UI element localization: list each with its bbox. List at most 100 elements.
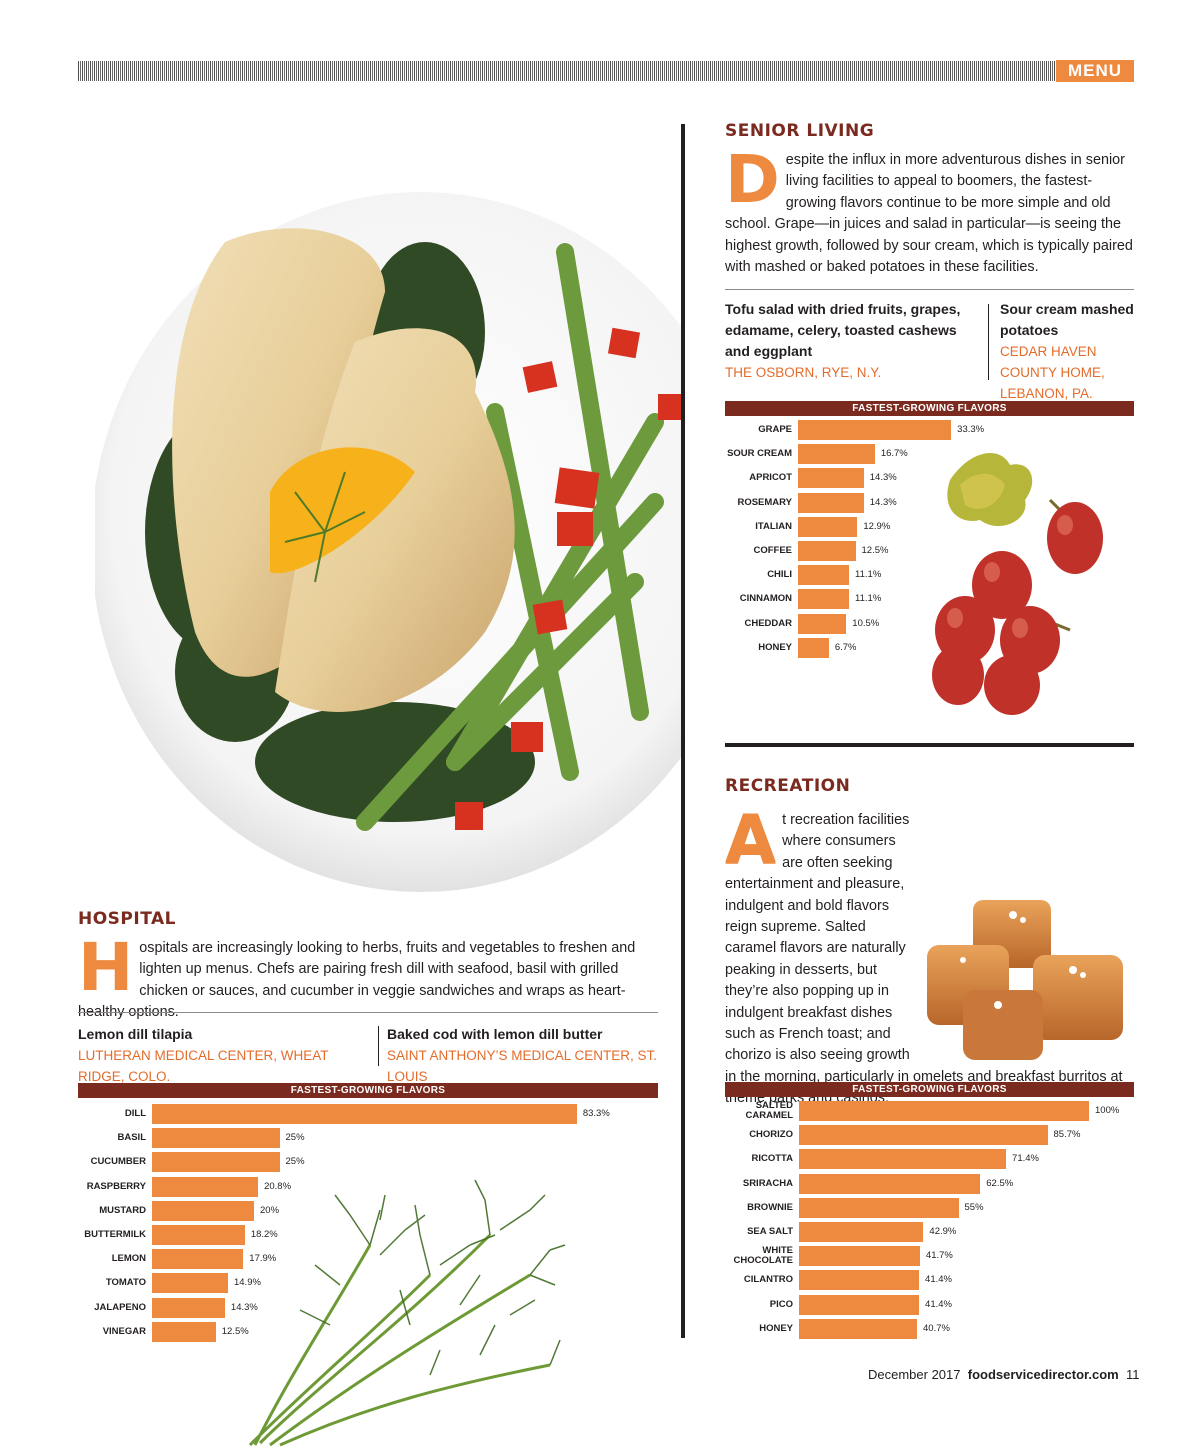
chart-category-label: HONEY [759,1322,793,1334]
header-barcode-rule [78,61,1056,81]
chart-category-label: BUTTERMILK [84,1229,146,1240]
chart-value-label: 16.7% [880,448,908,460]
chart-category-label: MUSTARD [99,1204,146,1216]
chart-value-label: 41.4% [925,1274,952,1286]
chart-category-label: SRIRACHA [742,1177,793,1189]
chart-category-label: VINEGAR [102,1325,146,1337]
page-number: 11 [1125,1367,1140,1382]
hospital-dish-2: Baked cod with lemon dill butter SAINT A… [387,1024,662,1087]
chart-bar [798,420,952,440]
salted-caramel-photo [927,900,1123,1060]
chart-bar [152,1321,216,1342]
senior-dish-2-place: CEDAR HAVEN COUNTY HOME, LEBANON, PA. [1000,344,1105,401]
chart-bar [152,1249,244,1270]
chart-bar [798,637,829,658]
chart-value-label: 40.7% [923,1322,950,1334]
recreation-heading: RECREATION [725,776,851,796]
chart-value-label: 41.7% [925,1250,953,1262]
hospital-dish-separator [378,1026,379,1066]
chart-value-label: 11.1% [855,593,882,605]
chart-category-label: ROSEMARY [737,496,792,508]
chart-bar [799,1318,918,1339]
chart-bar [798,492,864,513]
chart-value-label: 20% [260,1204,280,1216]
chart-value-label: 25% [285,1156,305,1168]
chart-value-label: 17.9% [249,1253,277,1265]
chart-category-label: SOUR CREAM [727,448,792,460]
chart-bar [152,1297,225,1318]
chart-category-label: SEA SALT [747,1226,793,1237]
senior-dish-1-name: Tofu salad with dried fruits, grapes, ed… [725,301,961,359]
chart-category-label: CHILI [767,569,792,581]
senior-living-heading: SENIOR LIVING [725,121,875,141]
chart-value-label: 14.3% [869,496,897,508]
chart-category-label: COFFEE [753,545,792,556]
chart-category-label: BROWNIE [747,1201,793,1213]
chart-category-label: CHEDDAR [744,617,793,629]
chart-category-label: BASIL [117,1132,147,1144]
hospital-dish-1: Lemon dill tilapia LUTHERAN MEDICAL CENT… [78,1024,378,1087]
section-tag: MENU [1056,60,1134,82]
chart-value-label: 41.4% [925,1298,952,1310]
chart-value-label: 25% [285,1132,305,1144]
chart-bar [798,541,856,561]
chart-category-label: JALAPENO [94,1301,146,1313]
chart-category-label: CINNAMON [739,593,792,605]
chart-value-label: 20.8% [264,1180,292,1192]
chart-bar [152,1104,577,1124]
hospital-heading: HOSPITAL [78,909,176,929]
dill-bunch-photo [248,1179,566,1447]
chart-value-label: 62.5% [986,1177,1014,1189]
chart-category-label: HONEY [758,641,792,653]
chart-value-label: 33.3% [957,424,985,435]
chart-value-label: 12.9% [863,520,891,532]
chart-value-label: 12.5% [861,545,889,556]
senior-dish-2-name: Sour cream mashed potatoes [1000,301,1134,338]
recreation-dropcap: A [725,801,777,878]
chart-value-label: 11.1% [855,569,882,581]
chart-category-label: WHITE CHOCOLATE [733,1245,793,1267]
senior-chart-header: FASTEST-GROWING FLAVORS [725,401,1134,416]
site-name: foodservicedirector.com [967,1367,1119,1382]
chart-bar [798,589,850,610]
hospital-flavors-chart: DILL 83.3% BASIL 25% CUCUMBER 25% RASPBERRY 20.… [78,1104,658,1344]
chart-bar [799,1270,920,1291]
hospital-dish-1-place: LUTHERAN MEDICAL CENTER, WHEAT RIDGE, CO… [78,1048,329,1084]
chart-category-label: GRAPE [758,424,792,435]
chart-value-label: 85.7% [1053,1129,1081,1141]
chart-bar [152,1152,280,1173]
chart-bar [799,1101,1089,1121]
senior-dish-1-place: THE OSBORN, RYE, N.Y. [725,365,882,380]
grapes-photo [932,453,1103,715]
recreation-top-rule [725,743,1134,747]
chart-bar [152,1176,259,1197]
chart-bar [798,516,858,537]
chart-value-label: 55% [964,1201,984,1213]
page-footer: December 2017 foodservicedirector.com 11 [868,1367,1139,1382]
chart-value-label: 12.5% [221,1325,249,1337]
chart-bar [798,444,875,465]
hospital-body-text: ospitals are increasingly looking to her… [78,940,636,1021]
chart-bar [799,1294,920,1315]
chart-bar [799,1149,1007,1170]
chart-bar [799,1173,981,1194]
hospital-divider [78,1012,658,1013]
chart-value-label: 18.2% [250,1229,278,1240]
chart-bar [152,1200,254,1221]
senior-dish-separator [988,304,989,380]
recreation-flavors-chart: SALTED CARAMEL 100% CHORIZO 85.7% RICOTTA 71.… [725,1101,1134,1341]
hospital-dropcap: H [78,929,134,1006]
chart-value-label: 71.4% [1012,1153,1039,1165]
hospital-dish-2-place: SAINT ANTHONY’S MEDICAL CENTER, ST. LOUI… [387,1048,658,1084]
column-divider [681,124,685,1338]
senior-body-text: espite the influx in more adventurous di… [725,152,1133,276]
chart-category-label: ITALIAN [755,520,792,532]
chart-category-label: CHORIZO [749,1129,793,1141]
chart-value-label: 83.3% [582,1108,610,1119]
tilapia-plate-photo [95,192,681,892]
chart-value-label: 14.3% [869,472,897,484]
recreation-chart-header: FASTEST-GROWING FLAVORS [725,1082,1134,1097]
chart-bar [799,1222,924,1242]
